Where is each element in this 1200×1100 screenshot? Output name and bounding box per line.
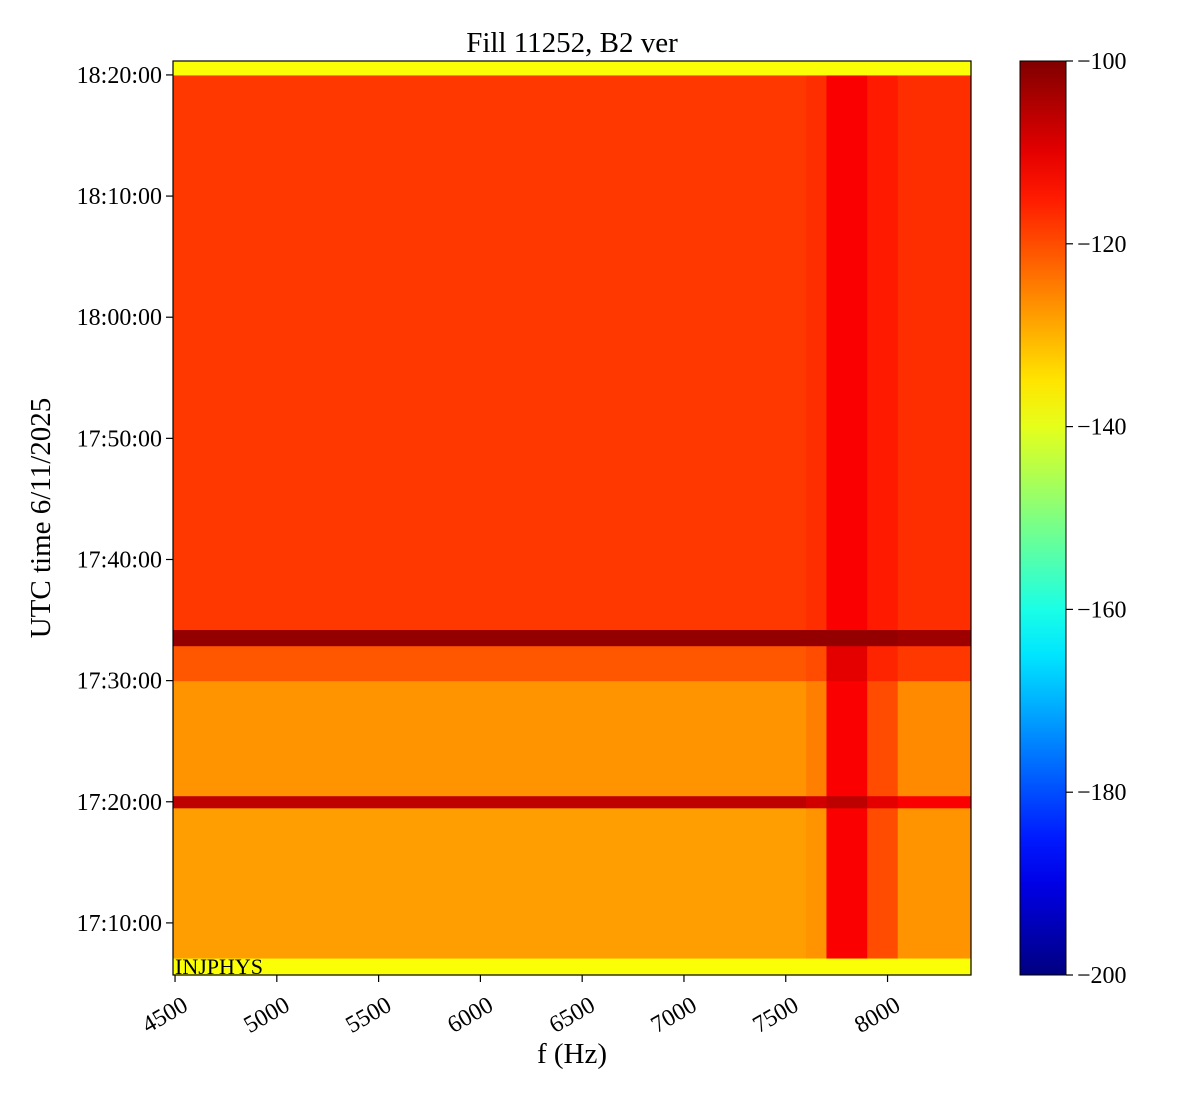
heatmap-cell: [806, 807, 827, 959]
heatmap-cell: [897, 807, 972, 959]
heatmap-cell: [826, 958, 868, 976]
heatmap-cell: [867, 795, 899, 809]
colorbar: [1019, 60, 1067, 976]
heatmap-cell: [173, 807, 807, 959]
heatmap-cell: [867, 645, 899, 682]
heatmap-cell: [897, 795, 972, 809]
heatmap-cell: [867, 629, 899, 647]
heatmap-cell: [897, 61, 972, 76]
x-tick-label: 4500: [138, 992, 193, 1039]
heatmap-cell: [867, 680, 899, 797]
annotation: INJPHYS: [175, 954, 263, 979]
heatmap-cell: [173, 74, 807, 631]
heatmap-cell: [173, 958, 807, 976]
heatmap-cell: [897, 958, 972, 976]
x-axis-label: f (Hz): [537, 1038, 607, 1070]
y-tick-label: 18:10:00: [77, 184, 162, 210]
heatmap-cell: [826, 807, 868, 959]
x-tick-label: 6000: [443, 992, 498, 1039]
colorbar-tick-label: −200: [1077, 963, 1127, 989]
heatmap-cell: [897, 680, 972, 797]
heatmap-cell: [173, 680, 807, 797]
heatmap-cell: [173, 795, 807, 809]
heatmap-cell: [826, 645, 868, 682]
plot-frame: [172, 60, 972, 976]
heatmap-cell: [173, 61, 807, 76]
x-tick-label: 8000: [850, 992, 905, 1039]
heatmap-cell: [897, 74, 972, 631]
x-tick-label: 6500: [545, 992, 600, 1039]
y-tick-label: 18:20:00: [77, 63, 162, 89]
y-tick-label: 17:40:00: [77, 547, 162, 573]
heatmap-cell: [897, 629, 972, 647]
y-axis-label: UTC time 6/11/2025: [25, 398, 57, 639]
chart-title: Fill 11252, B2 ver: [466, 27, 678, 59]
heatmap-cell: [826, 795, 868, 809]
heatmap-cell: [826, 629, 868, 647]
colorbar-tick-label: −120: [1077, 232, 1127, 258]
heatmap-cell: [867, 74, 899, 631]
x-tick-label: 7500: [749, 992, 804, 1039]
colorbar-tick-label: −140: [1077, 415, 1127, 441]
y-tick-label: 17:50:00: [77, 426, 162, 452]
heatmap-cell: [806, 958, 827, 976]
heatmap-cell: [826, 680, 868, 797]
y-tick-label: 17:30:00: [77, 669, 162, 695]
y-tick-label: 18:00:00: [77, 305, 162, 331]
heatmap-cell: [806, 629, 827, 647]
colorbar-tick-label: −100: [1077, 49, 1127, 75]
heatmap-cell: [806, 61, 827, 76]
heatmap-cell: [806, 74, 827, 631]
x-tick-label: 5000: [240, 992, 295, 1039]
heatmap-cell: [826, 61, 868, 76]
heatmap-cell: [897, 645, 972, 682]
heatmap-cell: [867, 958, 899, 976]
y-tick-label: 17:10:00: [77, 911, 162, 937]
heatmap: [173, 61, 972, 976]
heatmap-cell: [173, 645, 807, 682]
heatmap-cell: [826, 74, 868, 631]
x-tick-label: 5500: [341, 992, 396, 1039]
heatmap-cell: [806, 680, 827, 797]
heatmap-cell: [867, 61, 899, 76]
heatmap-cell: [173, 629, 807, 647]
colorbar-tick-label: −180: [1077, 780, 1127, 806]
heatmap-cell: [806, 795, 827, 809]
heatmap-cell: [867, 807, 899, 959]
x-tick-label: 7000: [647, 992, 702, 1039]
y-tick-label: 17:20:00: [77, 790, 162, 816]
colorbar-tick-label: −160: [1077, 597, 1127, 623]
heatmap-cell: [806, 645, 827, 682]
